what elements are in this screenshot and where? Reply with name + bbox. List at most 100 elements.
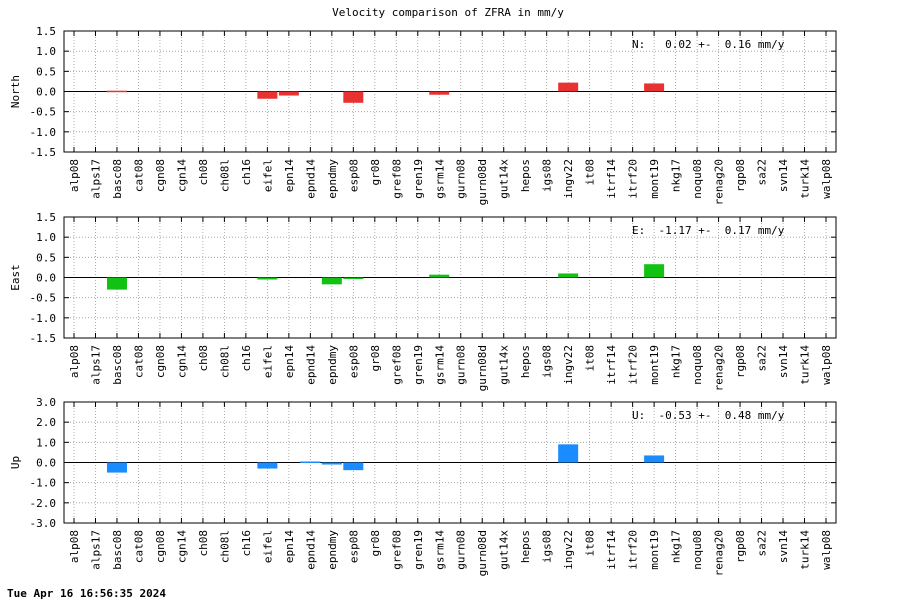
x-tick-label: noqu08 bbox=[691, 159, 704, 199]
bar-epndmy bbox=[321, 462, 342, 465]
bar-esp08 bbox=[343, 462, 364, 471]
x-tick-label: epn14 bbox=[283, 345, 296, 378]
bar-basc08 bbox=[106, 277, 127, 290]
x-tick-label: eifel bbox=[261, 530, 274, 563]
chart-panels: -1.5 -1.0 -0.5 0.0 0.5 1.0 1.5 alp08 alps17 basc0… bbox=[9, 25, 837, 576]
x-tick-label: gurn08 bbox=[455, 345, 468, 385]
y-tick-label: -1.0 bbox=[30, 312, 57, 325]
y-tick-label: -1.0 bbox=[30, 126, 57, 139]
x-tick-label: ingv22 bbox=[562, 159, 575, 199]
chart-title: Velocity comparison of ZFRA in mm/y bbox=[332, 6, 564, 19]
y-tick-label: 0.0 bbox=[36, 457, 56, 470]
y-tick-label: -0.5 bbox=[30, 106, 57, 119]
x-tick-label: ch08l bbox=[218, 159, 231, 192]
x-tick-label: ch16 bbox=[240, 159, 253, 186]
x-tick-label: alp08 bbox=[68, 530, 81, 563]
x-tick-label: alps17 bbox=[89, 530, 102, 570]
x-tick-label: cgn08 bbox=[154, 530, 167, 563]
stats-annotation: N: 0.02 +- 0.16 mm/y bbox=[632, 38, 785, 51]
x-tick-label: gurn08 bbox=[455, 530, 468, 570]
x-tick-label: cgn14 bbox=[175, 530, 188, 563]
x-tick-label: walp08 bbox=[820, 159, 833, 199]
bar-epn14 bbox=[278, 91, 299, 96]
y-tick-label: 0.0 bbox=[36, 86, 56, 99]
x-tick-label: itrf20 bbox=[627, 345, 640, 385]
x-tick-label: cgn14 bbox=[175, 159, 188, 192]
x-tick-label: hepos bbox=[519, 530, 532, 563]
bar-mont19 bbox=[644, 83, 665, 92]
x-tick-label: alps17 bbox=[89, 159, 102, 199]
bar-eifel bbox=[257, 91, 278, 99]
y-tick-label: 0.0 bbox=[36, 272, 56, 285]
y-axis-label: Up bbox=[9, 456, 22, 469]
x-tick-label: igs08 bbox=[541, 159, 554, 192]
y-tick-label: 3.0 bbox=[36, 396, 56, 409]
x-tick-label: gref08 bbox=[390, 159, 403, 199]
x-tick-label: gren19 bbox=[412, 530, 425, 570]
x-tick-label: it08 bbox=[584, 530, 597, 557]
x-tick-label: epndmy bbox=[326, 530, 339, 570]
x-tick-label: gref08 bbox=[390, 530, 403, 570]
x-tick-label: nkg17 bbox=[670, 530, 683, 563]
bar-epndmy bbox=[321, 277, 342, 285]
bar-esp08 bbox=[343, 277, 364, 279]
panel-east: -1.5 -1.0 -0.5 0.0 0.5 1.0 1.5 alp08 alps17 basc0… bbox=[9, 211, 837, 391]
x-tick-label: alp08 bbox=[68, 159, 81, 192]
x-tick-label: epn14 bbox=[283, 530, 296, 563]
x-tick-label: svn14 bbox=[777, 530, 790, 563]
x-tick-label: walp08 bbox=[820, 345, 833, 385]
x-tick-label: basc08 bbox=[111, 530, 124, 570]
x-tick-label: igs08 bbox=[541, 530, 554, 563]
y-tick-label: 1.0 bbox=[36, 231, 56, 244]
x-tick-label: it08 bbox=[584, 345, 597, 372]
x-tick-label: epnd14 bbox=[304, 530, 317, 570]
x-tick-label: rgp08 bbox=[734, 159, 747, 192]
x-tick-label: gref08 bbox=[390, 345, 403, 385]
x-tick-label: esp08 bbox=[347, 345, 360, 378]
x-tick-label: rgp08 bbox=[734, 345, 747, 378]
bar-eifel bbox=[257, 277, 278, 280]
bar-epnd14 bbox=[300, 461, 321, 463]
x-tick-label: itrf20 bbox=[627, 530, 640, 570]
x-tick-label: esp08 bbox=[347, 530, 360, 563]
x-tick-label: sa22 bbox=[756, 159, 769, 186]
y-tick-label: 1.0 bbox=[36, 45, 56, 58]
x-tick-label: gut14x bbox=[498, 345, 511, 385]
x-tick-label: cat08 bbox=[132, 345, 145, 378]
x-tick-label: renag20 bbox=[713, 159, 726, 205]
x-tick-label: eifel bbox=[261, 159, 274, 192]
x-tick-label: ingv22 bbox=[562, 345, 575, 385]
bar-gsrm14 bbox=[429, 91, 450, 95]
x-tick-label: cat08 bbox=[132, 159, 145, 192]
bar-esp08 bbox=[343, 91, 364, 103]
x-tick-label: ch08 bbox=[197, 530, 210, 557]
x-tick-label: gsrm14 bbox=[433, 530, 446, 570]
x-tick-label: alps17 bbox=[89, 345, 102, 385]
x-tick-label: ch08 bbox=[197, 159, 210, 186]
y-tick-label: -2.0 bbox=[30, 497, 57, 510]
bar-ingv22 bbox=[558, 444, 579, 463]
x-tick-label: basc08 bbox=[111, 345, 124, 385]
x-tick-label: turk14 bbox=[799, 345, 812, 385]
bar-mont19 bbox=[644, 264, 665, 278]
x-tick-label: noqu08 bbox=[691, 345, 704, 385]
x-tick-label: gut14x bbox=[498, 159, 511, 199]
x-tick-label: epnd14 bbox=[304, 345, 317, 385]
stats-annotation: U: -0.53 +- 0.48 mm/y bbox=[632, 409, 785, 422]
x-tick-label: it08 bbox=[584, 159, 597, 186]
x-tick-label: svn14 bbox=[777, 345, 790, 378]
x-tick-label: turk14 bbox=[799, 159, 812, 199]
x-tick-label: sa22 bbox=[756, 345, 769, 372]
x-tick-label: epn14 bbox=[283, 159, 296, 192]
y-tick-label: 2.0 bbox=[36, 416, 56, 429]
bar-mont19 bbox=[644, 455, 665, 463]
x-tick-label: sa22 bbox=[756, 530, 769, 557]
x-tick-label: eifel bbox=[261, 345, 274, 378]
x-tick-label: alp08 bbox=[68, 345, 81, 378]
x-tick-label: gsrm14 bbox=[433, 159, 446, 199]
x-tick-label: mont19 bbox=[648, 345, 661, 385]
x-tick-label: epnd14 bbox=[304, 159, 317, 199]
bar-basc08 bbox=[106, 90, 127, 93]
y-tick-label: -1.0 bbox=[30, 477, 57, 490]
